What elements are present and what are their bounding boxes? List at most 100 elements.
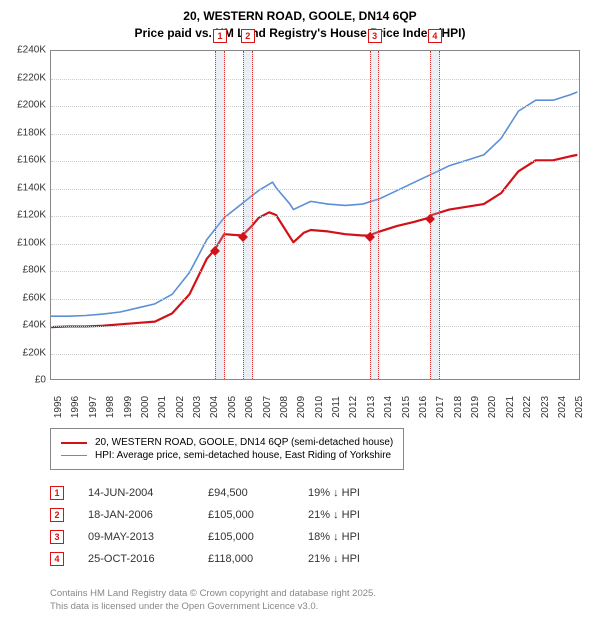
legend-row: HPI: Average price, semi-detached house,… (61, 450, 393, 461)
event-marker-box: 3 (368, 29, 382, 43)
event-marker-box: 2 (241, 29, 255, 43)
x-axis-label: 2015 (401, 396, 412, 418)
sales-table: 1 14-JUN-2004£94,50019% ↓ HPI 2 18-JAN-2006… (50, 482, 428, 570)
gridline-h (51, 216, 579, 217)
gridline-h (51, 161, 579, 162)
legend-label: 20, WESTERN ROAD, GOOLE, DN14 6QP (semi-… (95, 437, 393, 448)
x-axis-label: 2011 (331, 396, 342, 418)
legend-swatch (61, 442, 87, 444)
gridline-h (51, 271, 579, 272)
x-axis-label: 2014 (383, 396, 394, 418)
x-axis-label: 2012 (348, 396, 359, 418)
x-axis-label: 2002 (175, 396, 186, 418)
gridline-h (51, 106, 579, 107)
x-axis-label: 2025 (574, 396, 585, 418)
x-axis-label: 1995 (53, 396, 64, 418)
sales-index-box: 2 (50, 508, 64, 522)
sales-row: 4 25-OCT-2016£118,00021% ↓ HPI (50, 548, 428, 570)
event-band (243, 51, 253, 379)
legend: 20, WESTERN ROAD, GOOLE, DN14 6QP (semi-… (50, 428, 404, 470)
legend-swatch (61, 455, 87, 456)
y-axis-label: £100K (2, 237, 46, 248)
series-property (51, 155, 577, 327)
sales-index-box: 4 (50, 552, 64, 566)
x-axis-label: 1996 (70, 396, 81, 418)
chart-area: 1234 £0£20K£40K£60K£80K£100K£120K£140K£1… (50, 50, 580, 380)
gridline-h (51, 326, 579, 327)
sales-date: 09-MAY-2013 (88, 531, 208, 543)
gridline-h (51, 299, 579, 300)
x-axis-label: 2001 (157, 396, 168, 418)
title-line-2: Price paid vs. HM Land Registry's House … (0, 25, 600, 42)
gridline-h (51, 189, 579, 190)
sales-date: 18-JAN-2006 (88, 509, 208, 521)
sales-price: £105,000 (208, 509, 308, 521)
x-axis-label: 2009 (296, 396, 307, 418)
footer-line-2: This data is licensed under the Open Gov… (50, 601, 376, 614)
sales-diff: 18% ↓ HPI (308, 531, 428, 543)
x-axis-label: 2024 (557, 396, 568, 418)
y-axis-label: £40K (2, 320, 46, 331)
sales-diff: 21% ↓ HPI (308, 553, 428, 565)
footer-line-1: Contains HM Land Registry data © Crown c… (50, 588, 376, 601)
sales-row: 309-MAY-2013£105,00018% ↓ HPI (50, 526, 428, 548)
x-axis-label: 2006 (244, 396, 255, 418)
legend-row: 20, WESTERN ROAD, GOOLE, DN14 6QP (semi-… (61, 437, 393, 448)
title-line-1: 20, WESTERN ROAD, GOOLE, DN14 6QP (0, 8, 600, 25)
x-axis-label: 2023 (540, 396, 551, 418)
y-axis-label: £220K (2, 72, 46, 83)
y-axis-label: £0 (2, 375, 46, 386)
event-band (215, 51, 225, 379)
sales-index-box: 1 (50, 486, 64, 500)
x-axis-label: 2022 (522, 396, 533, 418)
sales-row: 1 14-JUN-2004£94,50019% ↓ HPI (50, 482, 428, 504)
gridline-h (51, 134, 579, 135)
sales-row: 2 18-JAN-2006£105,00021% ↓ HPI (50, 504, 428, 526)
x-axis-label: 2005 (227, 396, 238, 418)
sales-price: £105,000 (208, 531, 308, 543)
footer: Contains HM Land Registry data © Crown c… (50, 588, 376, 614)
x-axis-label: 2013 (366, 396, 377, 418)
y-axis-label: £180K (2, 127, 46, 138)
y-axis-label: £140K (2, 182, 46, 193)
x-axis-label: 2003 (192, 396, 203, 418)
chart-container: 20, WESTERN ROAD, GOOLE, DN14 6QP Price … (0, 0, 600, 620)
sales-diff: 19% ↓ HPI (308, 487, 428, 499)
x-axis-label: 2019 (470, 396, 481, 418)
y-axis-label: £240K (2, 45, 46, 56)
y-axis-label: £200K (2, 100, 46, 111)
sales-price: £118,000 (208, 553, 308, 565)
y-axis-label: £20K (2, 347, 46, 358)
sales-price: £94,500 (208, 487, 308, 499)
x-axis-label: 2020 (487, 396, 498, 418)
x-axis-label: 2004 (209, 396, 220, 418)
title-block: 20, WESTERN ROAD, GOOLE, DN14 6QP Price … (0, 0, 600, 46)
sales-date: 25-OCT-2016 (88, 553, 208, 565)
y-axis-label: £80K (2, 265, 46, 276)
gridline-h (51, 244, 579, 245)
sales-date: 14-JUN-2004 (88, 487, 208, 499)
x-axis-label: 2017 (435, 396, 446, 418)
x-axis-label: 2000 (140, 396, 151, 418)
x-axis-label: 1999 (123, 396, 134, 418)
legend-label: HPI: Average price, semi-detached house,… (95, 450, 391, 461)
x-axis-label: 1997 (88, 396, 99, 418)
event-band (370, 51, 380, 379)
x-axis-label: 1998 (105, 396, 116, 418)
y-axis-label: £60K (2, 292, 46, 303)
x-axis-label: 2010 (314, 396, 325, 418)
y-axis-label: £160K (2, 155, 46, 166)
x-axis-label: 2016 (418, 396, 429, 418)
x-axis-label: 2018 (453, 396, 464, 418)
event-marker-box: 1 (213, 29, 227, 43)
x-axis-label: 2021 (505, 396, 516, 418)
x-axis-label: 2008 (279, 396, 290, 418)
plot-svg (51, 51, 579, 379)
event-marker-box: 4 (428, 29, 442, 43)
plot-region: 1234 (50, 50, 580, 380)
gridline-h (51, 79, 579, 80)
sales-diff: 21% ↓ HPI (308, 509, 428, 521)
gridline-h (51, 354, 579, 355)
y-axis-label: £120K (2, 210, 46, 221)
x-axis-label: 2007 (262, 396, 273, 418)
